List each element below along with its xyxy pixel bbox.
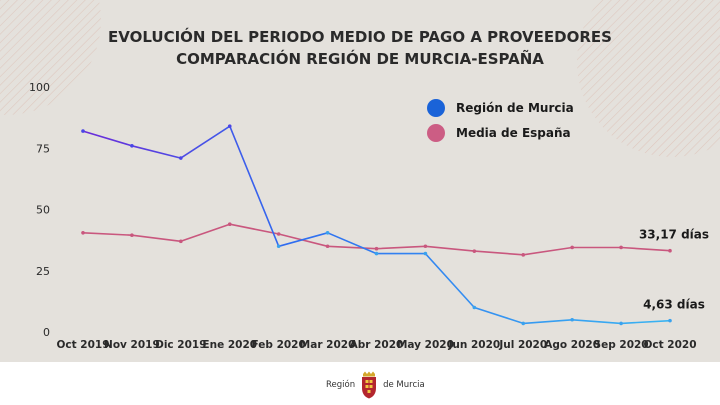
footer-text-right: de Murcia	[383, 380, 425, 390]
data-point-region-de-murcia	[227, 124, 232, 128]
annotations: 33,17 días 4,63 días	[639, 228, 709, 312]
data-point-region-de-murcia	[276, 244, 281, 249]
data-point-region-de-murcia	[423, 251, 428, 256]
annotation-label: 4,63 días	[643, 298, 705, 312]
x-tick-label: Sep 2020	[594, 339, 649, 351]
x-tick-label: Ene 2020	[202, 339, 257, 351]
x-tick-label: Ago 2020	[544, 339, 600, 351]
decorative-hatch-circle-left	[0, 0, 101, 115]
data-point-region-de-murcia	[81, 129, 85, 133]
legend-marker-region-de-murcia	[427, 99, 445, 117]
data-point-media-de-espana	[521, 253, 526, 257]
data-point-region-de-murcia	[130, 144, 134, 148]
data-point-media-de-espana	[276, 232, 281, 236]
y-tick-label-0: 0	[43, 326, 50, 339]
legend-label-region-de-murcia: Región de Murcia	[456, 101, 574, 115]
x-tick-label: Jun 2020	[447, 339, 500, 351]
line-chart: EVOLUCIÓN DEL PERIODO MEDIO DE PAGO A PR…	[0, 0, 720, 351]
chart-title-line-1: EVOLUCIÓN DEL PERIODO MEDIO DE PAGO A PR…	[108, 27, 612, 46]
x-tick-label: Oct 2020	[643, 339, 696, 351]
data-point-media-de-espana	[668, 248, 672, 253]
x-tick-label: Dic 2019	[155, 339, 206, 351]
footer-logo: Región de Murcia	[326, 370, 425, 400]
series-points	[81, 124, 672, 326]
data-point-region-de-murcia	[521, 321, 526, 326]
chart-panel: EVOLUCIÓN DEL PERIODO MEDIO DE PAGO A PR…	[0, 0, 720, 362]
data-point-media-de-espana	[227, 222, 232, 226]
data-point-media-de-espana	[570, 245, 574, 250]
y-tick-label-100: 100	[29, 81, 50, 94]
data-point-media-de-espana	[179, 239, 183, 244]
series-lines	[82, 125, 671, 325]
data-point-region-de-murcia	[472, 305, 477, 310]
x-tick-label: Oct 2019	[56, 339, 109, 351]
data-point-region-de-murcia	[619, 321, 623, 326]
annotation-label: 33,17 días	[639, 228, 709, 242]
x-tick-label: Jul 2020	[498, 339, 547, 351]
x-tick-label: Feb 2020	[252, 339, 306, 351]
legend-marker-media-de-espana	[427, 124, 445, 142]
data-point-media-de-espana	[619, 245, 623, 250]
data-point-region-de-murcia	[179, 156, 183, 160]
decorative-hatch-circle-right	[577, 0, 720, 157]
data-point-media-de-espana	[374, 246, 379, 251]
data-point-media-de-espana	[472, 249, 477, 253]
legend-label-media-de-espana: Media de España	[456, 126, 571, 140]
chart-title-line-2: COMPARACIÓN REGIÓN DE MURCIA-ESPAÑA	[176, 49, 544, 68]
x-tick-label: May 2020	[397, 339, 454, 351]
footer-text-left: Región	[326, 380, 356, 390]
data-point-region-de-murcia	[374, 251, 379, 256]
data-point-media-de-espana	[423, 244, 428, 249]
x-tick-label: Mar 2020	[300, 339, 356, 351]
x-tick-label: Nov 2019	[104, 339, 160, 351]
x-tick-label: Abr 2020	[350, 339, 404, 351]
y-tick-label-50: 50	[36, 204, 50, 217]
data-point-media-de-espana	[81, 230, 85, 235]
footer: Región de Murcia	[0, 362, 720, 405]
data-point-region-de-murcia	[570, 317, 574, 322]
y-tick-label-75: 75	[36, 142, 50, 155]
data-point-media-de-espana	[130, 233, 134, 238]
data-point-media-de-espana	[325, 244, 330, 249]
data-point-region-de-murcia	[668, 318, 672, 323]
series-line-region-de-murcia	[82, 125, 671, 325]
y-tick-label-25: 25	[36, 265, 50, 278]
murcia-crest-icon	[362, 371, 377, 399]
y-axis-ticks: 0 25 50 75 100	[29, 81, 50, 339]
data-point-region-de-murcia	[325, 230, 330, 235]
legend: Región de Murcia Media de España	[427, 99, 574, 142]
